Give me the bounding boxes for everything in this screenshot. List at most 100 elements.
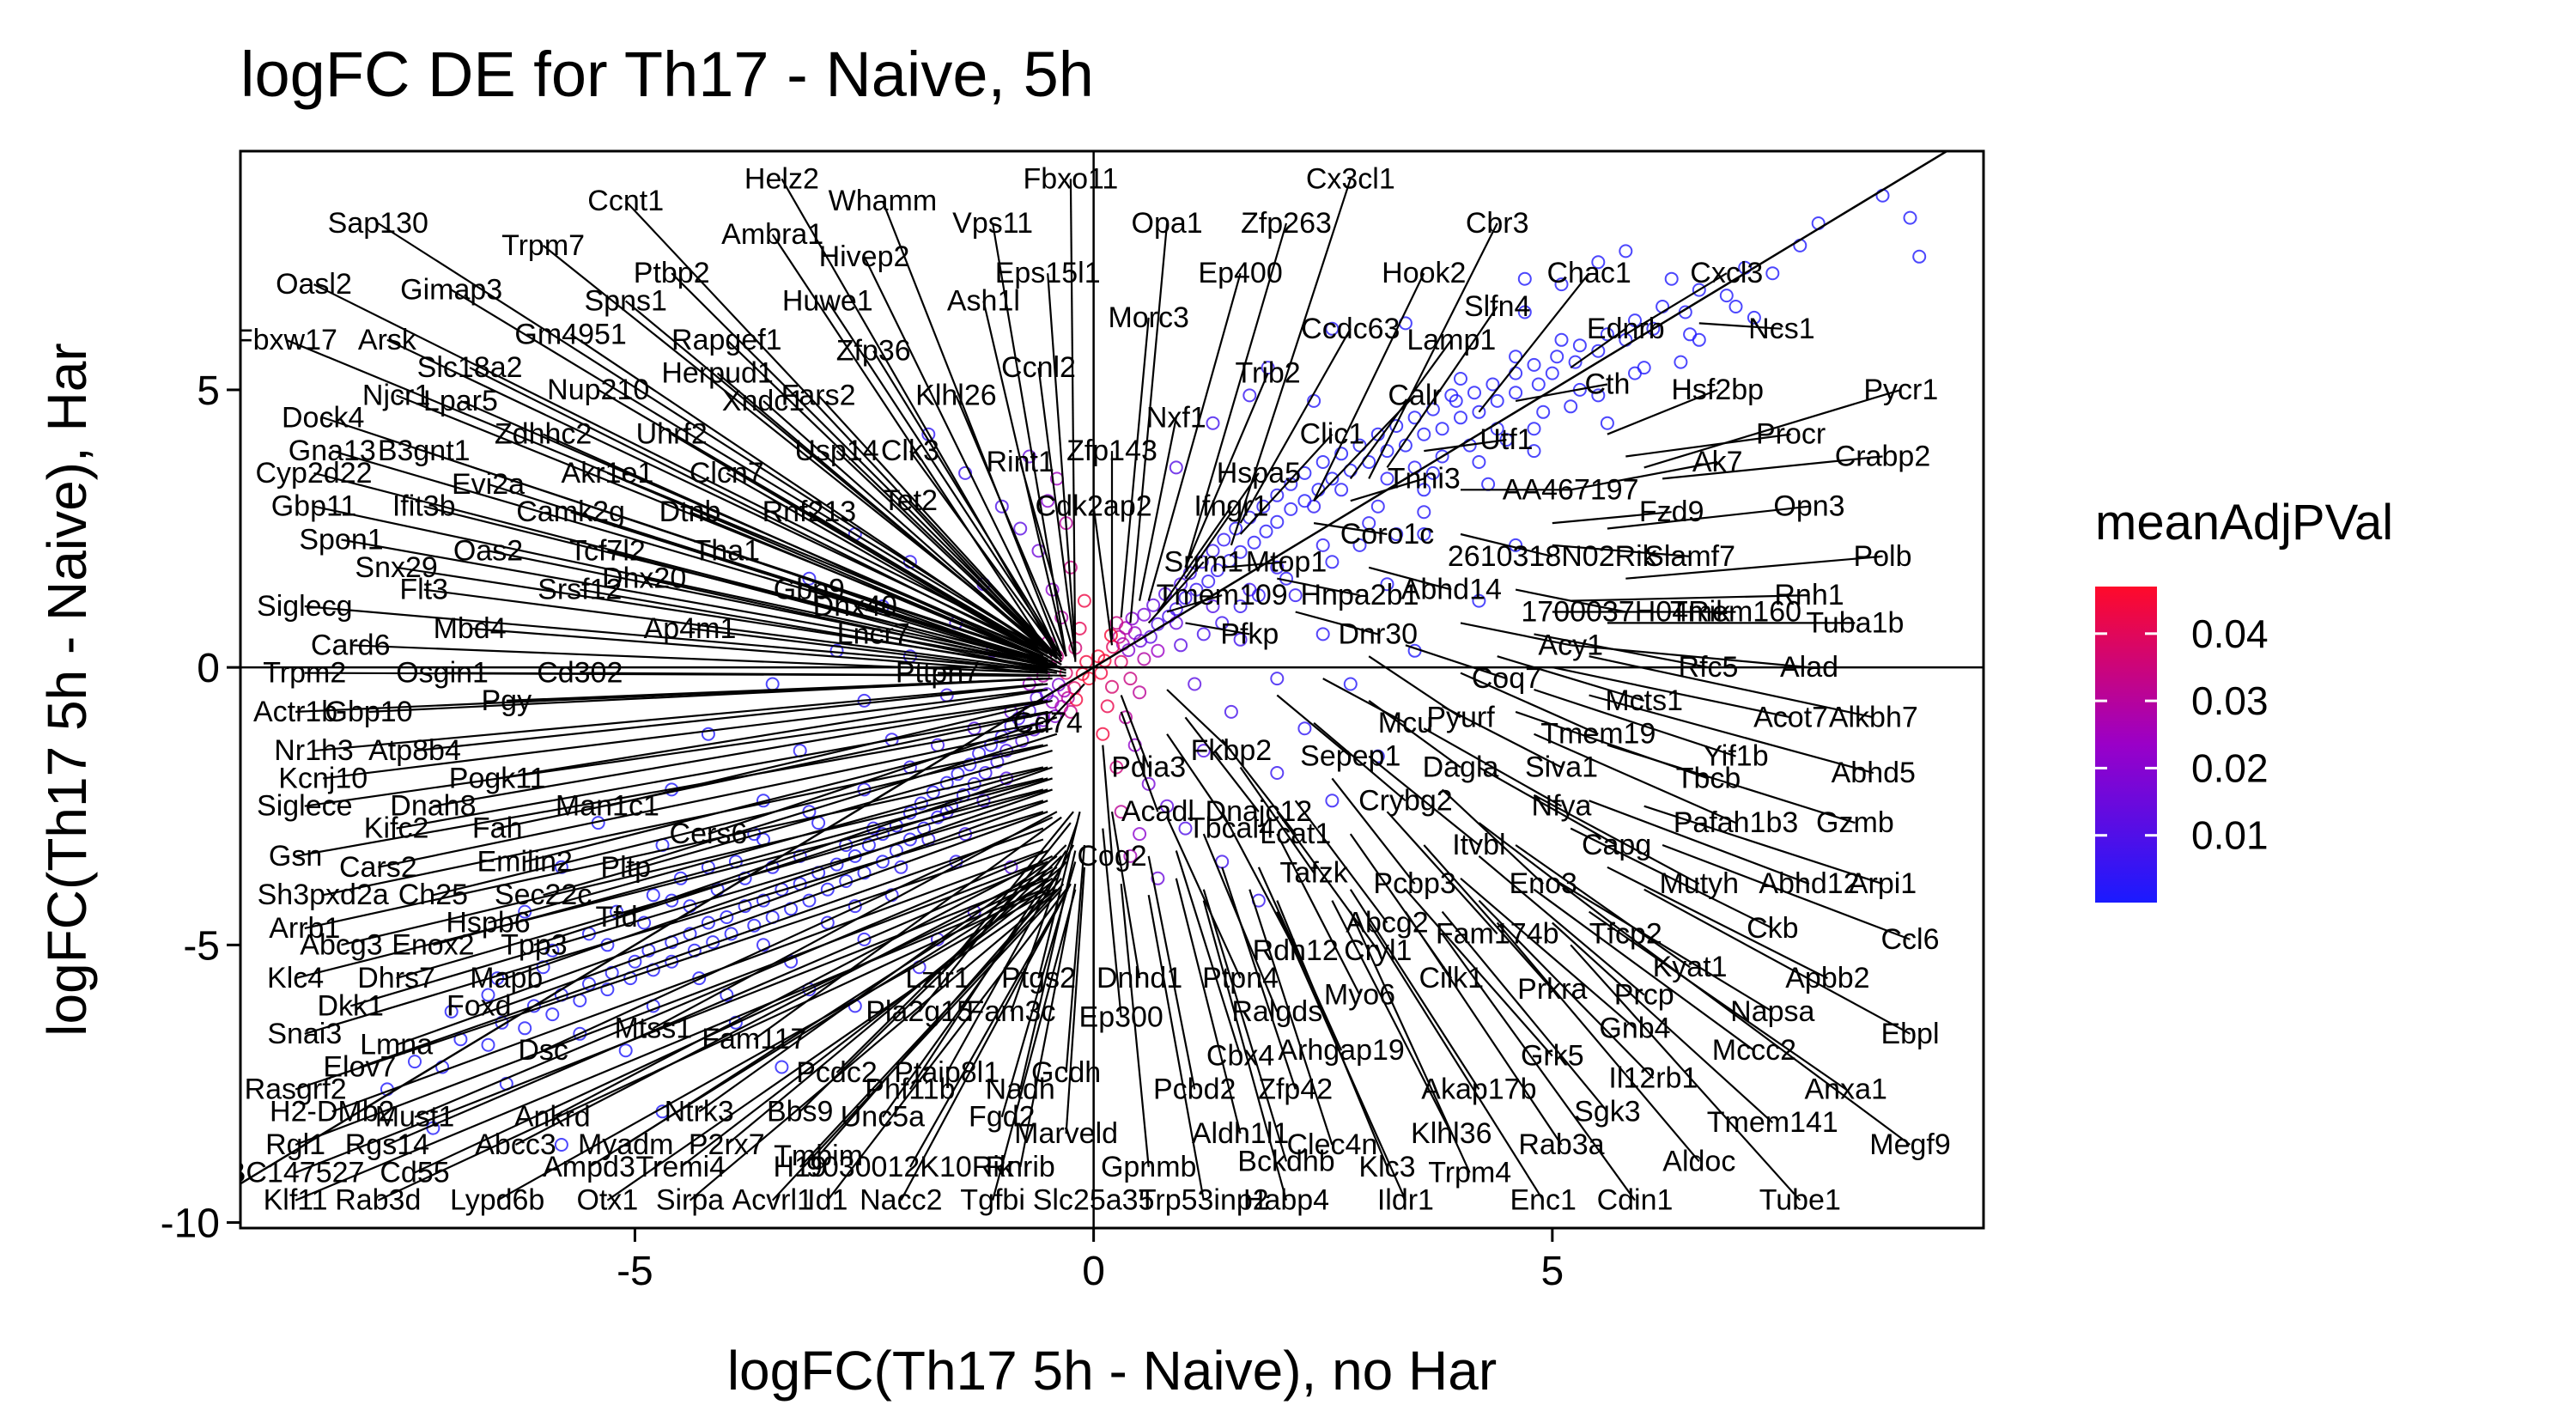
gene-label: Tbcb — [1676, 762, 1741, 794]
gene-label: Utf1 — [1479, 423, 1533, 456]
gene-label: Trp53inp2 — [1139, 1184, 1269, 1217]
gene-label: Fgd2 — [969, 1101, 1036, 1134]
gene-label: Zfp263 — [1241, 207, 1332, 240]
gene-label: Evi2a — [452, 468, 525, 501]
gene-label: Acadl — [1121, 795, 1194, 828]
leader-line — [1147, 561, 1205, 624]
gene-label: Gpnmb — [1101, 1151, 1197, 1183]
gene-label: Gbp11 — [271, 490, 357, 523]
leader-line — [882, 861, 1067, 1118]
leader-line — [1405, 644, 1507, 680]
data-point — [978, 766, 993, 780]
leader-line — [323, 688, 1044, 780]
data-point — [1692, 283, 1706, 297]
gene-label: Rint1 — [987, 446, 1054, 478]
data-point — [1467, 386, 1481, 400]
gene-label: Ap4m1 — [644, 612, 737, 645]
gene-label: Arrb1 — [269, 912, 340, 945]
data-point — [999, 771, 1014, 786]
gene-label: Slc25a35 — [1033, 1184, 1155, 1217]
leader-line — [937, 811, 1074, 979]
data-point — [1206, 416, 1220, 430]
leader-line — [1534, 688, 1736, 757]
y-axis: -10 -5 0 5 — [161, 368, 240, 1247]
leader-line — [488, 766, 1048, 924]
leader-line — [349, 800, 1044, 1007]
data-point — [1013, 521, 1028, 536]
gene-label: Fkbp2 — [1191, 734, 1273, 767]
plot-area: Helz2 Fbxo11 Whamm Ccnt1 Cx3cl1 Sap130 Ambra1 V… — [240, 151, 1984, 1228]
gene-label: Dock4 — [282, 401, 364, 434]
data-point — [545, 943, 560, 958]
colorbar-ticks: 0.01 0.02 0.03 0.04 — [2095, 611, 2269, 858]
leader-line — [1037, 367, 1077, 657]
leader-line — [341, 777, 1044, 946]
data-point — [1536, 404, 1551, 419]
data-point — [1765, 266, 1780, 281]
gene-label: Ifngr1 — [1194, 490, 1268, 523]
data-point — [1600, 416, 1614, 430]
data-point — [990, 755, 1005, 769]
leader-line — [1368, 566, 1452, 591]
data-point — [1247, 535, 1261, 550]
gene-label: Mapb — [470, 962, 543, 994]
gene-label: Kyat1 — [1653, 951, 1728, 983]
gene-label: Fam3c — [967, 995, 1056, 1028]
leader-line — [1294, 800, 1388, 924]
leader-line — [433, 699, 1048, 807]
leader-line — [698, 855, 1058, 1113]
leader-line — [414, 683, 1048, 752]
data-point — [1048, 709, 1062, 723]
gene-label: Lamp1 — [1406, 324, 1496, 356]
gene-label: Cars2 — [339, 851, 417, 884]
data-point — [1206, 544, 1220, 558]
leader-line — [937, 672, 1066, 677]
data-point — [1270, 514, 1285, 529]
leader-line — [1478, 766, 1618, 846]
gene-label: Man1c1 — [556, 790, 659, 823]
leader-line — [1368, 755, 1480, 846]
data-point — [545, 1007, 560, 1022]
leader-line — [1184, 716, 1260, 812]
leader-line — [1313, 522, 1388, 536]
gene-label: Dnajc12 — [1206, 795, 1313, 828]
leader-line — [1571, 594, 1810, 602]
chart-title: logFC DE for Th17 - Naive, 5h — [240, 39, 1094, 110]
data-point — [1509, 366, 1523, 380]
gene-label: Lztr1 — [905, 962, 970, 994]
gene-label: Ckb — [1747, 912, 1798, 945]
leader-line — [580, 672, 1053, 677]
leader-line — [1662, 843, 1911, 940]
gene-label: Siva1 — [1525, 751, 1598, 784]
leader-line — [1589, 694, 1874, 775]
gene-label: Herpud1 — [661, 357, 773, 390]
data-point — [1568, 355, 1583, 369]
gene-label: Helz2 — [744, 162, 819, 195]
leader-line — [607, 550, 1053, 669]
leader-line — [524, 727, 1053, 863]
gene-label: Cth — [1584, 368, 1630, 401]
gene-label: Lpar5 — [423, 385, 498, 417]
leader-line — [900, 889, 1069, 1201]
gene-label: Vps11 — [952, 207, 1033, 240]
gene-label: Ampd3 — [543, 1151, 635, 1183]
data-point — [582, 976, 596, 991]
gene-label: Cd55 — [380, 1156, 449, 1189]
data-point — [902, 832, 917, 847]
gene-label: Anxa1 — [1804, 1073, 1886, 1105]
data-point — [820, 882, 835, 897]
leader-line — [1202, 900, 1288, 1201]
gene-label: Tcf7l2 — [569, 534, 646, 567]
gene-label: Hspb6 — [446, 907, 530, 940]
gene-label: Acot7 — [1753, 701, 1828, 733]
data-point — [1380, 444, 1394, 459]
leader-line — [497, 688, 1048, 780]
data-point — [738, 899, 752, 914]
leader-line — [955, 394, 1067, 657]
leader-line — [1441, 910, 1608, 1113]
gene-label: Klc4 — [267, 962, 324, 994]
leader-line — [543, 433, 1048, 660]
leader-line — [396, 788, 1048, 980]
leader-line — [1643, 388, 1902, 469]
legend: meanAdjPVal 0.01 0.02 0.03 0.04 — [2095, 495, 2393, 903]
